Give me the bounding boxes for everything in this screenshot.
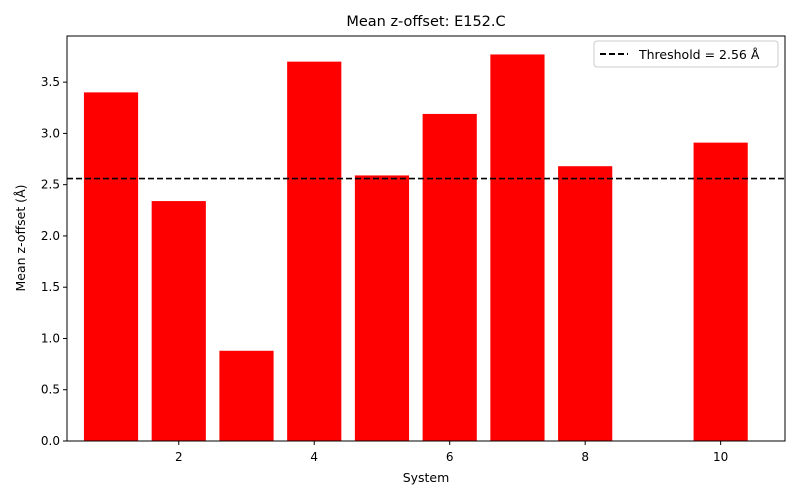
- y-tick-label: 3.0: [41, 126, 60, 140]
- bars-group: [83, 54, 748, 442]
- x-tick-label: 2: [175, 450, 183, 464]
- legend-box: [593, 40, 779, 68]
- x-tick-label: 8: [581, 450, 589, 464]
- y-tick-label: 1.0: [41, 331, 60, 345]
- bar-system-6: [422, 113, 477, 442]
- bar-system-4: [287, 61, 342, 442]
- bar-system-3: [219, 350, 274, 441]
- bar-system-5: [354, 175, 410, 441]
- bar-system-1: [83, 92, 139, 442]
- y-axis-label: Mean z-offset (Å): [13, 185, 28, 292]
- legend: Threshold = 2.56 Å: [593, 40, 779, 68]
- y-tick-label: 2.0: [41, 229, 60, 243]
- x-axis: 2 4 6 8 10: [175, 441, 728, 464]
- chart-title: Mean z-offset: E152.C: [346, 14, 505, 30]
- x-tick-label: 6: [446, 450, 454, 464]
- y-axis: 0.0 0.5 1.0 1.5 2.0 2.5 3.0 3.5: [41, 75, 67, 448]
- x-tick-label: 4: [310, 450, 318, 464]
- x-tick-label: 10: [713, 450, 728, 464]
- bar-system-2: [151, 201, 206, 441]
- y-tick-label: 2.5: [41, 178, 60, 192]
- plot-frame: [66, 35, 786, 442]
- y-tick-label: 1.5: [41, 280, 60, 294]
- y-tick-label: 0.0: [41, 434, 60, 448]
- legend-threshold-label: Threshold = 2.56 Å: [638, 47, 760, 62]
- y-tick-label: 0.5: [41, 383, 60, 397]
- bar-system-7: [490, 54, 545, 442]
- bar-system-8: [558, 166, 613, 441]
- bar-system-10: [693, 142, 748, 441]
- x-axis-label: System: [403, 470, 450, 485]
- y-tick-label: 3.5: [41, 75, 60, 89]
